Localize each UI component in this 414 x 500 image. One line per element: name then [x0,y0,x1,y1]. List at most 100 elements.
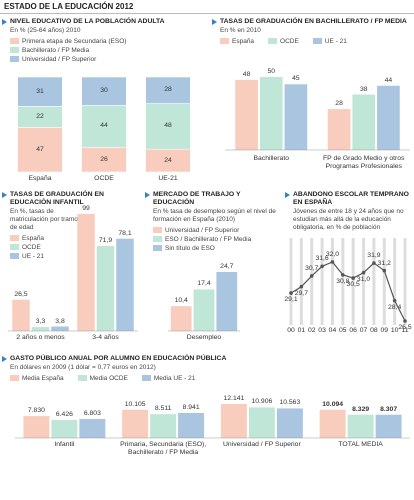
legend-label: OCDE [22,244,41,251]
value-label: 8.511 [154,405,172,413]
legend-label: España [232,38,255,45]
chart-title: GASTO PÚBLICO ANUAL POR ALUMNO EN EDUCAC… [2,355,412,363]
bar [377,85,400,150]
chart-panel: TASAS DE GRADUACIÓN EN EDUCACIÓN INFANTI… [0,188,140,344]
x-tick-label: 02 [307,327,316,334]
bar [276,408,303,438]
legend-label: OCDE [280,38,299,45]
bar [79,418,106,438]
point [289,291,293,295]
value-label: 28 [335,100,343,108]
value-label: 30,5 [346,281,360,289]
value-label: 10.563 [279,399,301,407]
chart-panel: GASTO PÚBLICO ANUAL POR ALUMNO EN EDUCAC… [0,352,414,500]
bar [31,327,50,331]
x-tick-label: 08 [370,327,378,334]
page-title: ESTADO DE LA EDUCACIÓN 2012 [4,2,134,11]
value-label: 12.141 [223,395,245,402]
chart-title: TASAS DE GRADUACIÓN EN EDUCACIÓN INFANTI… [2,191,138,207]
value-label: 26,5 [14,290,28,298]
point [361,270,366,275]
legend-swatch [220,38,229,44]
value-label: 31,2 [377,259,391,267]
point [309,274,314,278]
bar [284,84,308,150]
title-rule [0,13,414,14]
x-tick-label: 06 [349,327,357,334]
bar [51,326,69,331]
category-label: Primaria, Secundaria (ESO), Bachillerato… [120,441,207,456]
bar [235,79,258,150]
x-tick-label: 04 [328,327,337,334]
category-label: España [28,175,52,182]
bar [375,414,402,438]
value-label: 30,7 [305,264,319,272]
legend-item: Media España [10,374,64,383]
value-label: 47 [36,145,44,153]
bar [220,404,247,438]
plot [8,214,138,332]
x-tick-label: 10 [390,327,399,334]
legend-swatch [10,253,19,259]
value-label: 29,7 [294,289,308,297]
value-label: 7.830 [27,407,45,415]
legend-item: OCDE [10,243,82,252]
value-label: 31 [36,87,44,95]
value-label: 71,9 [98,237,113,245]
chart-title: NIVEL EDUCATIVO DE LA POBLACIÓN ADULTA [2,18,203,26]
point [299,284,304,289]
value-label: 26 [100,155,108,163]
bar [23,416,50,438]
bar [248,407,275,438]
point [372,261,376,265]
bar [347,414,374,438]
legend-label: ESO / Bachillerato / FP Media [165,236,252,243]
x-tick-label: 03 [318,327,326,334]
chart-title: MERCADO DE TRABAJO Y EDUCACIÓN [145,191,278,207]
x-tick-label: 09 [380,327,389,334]
legend-swatch [268,38,278,44]
legend-label: Universidad / FP Superior [165,227,240,234]
bar [327,109,351,150]
legend: España OCDE UE - 21 [220,37,414,46]
legend-swatch [141,375,151,381]
bar [150,414,177,438]
chart-title: TASAS DE GRADUACIÓN EN BACHILLERATO / FP… [212,18,412,26]
plot [289,238,407,325]
value-label: 44 [100,122,108,130]
legend: España OCDE UE - 21 [10,234,82,261]
bar [96,246,115,331]
value-label: 10,4 [174,297,188,305]
point [351,276,355,280]
point [382,268,387,273]
point [320,264,324,269]
value-label: 24,7 [220,263,234,270]
value-label: 31,9 [367,252,381,260]
bar [77,214,95,331]
value-label: 3,8 [55,317,65,325]
bar-segment [17,127,63,173]
legend-label: UE - 21 [324,38,347,45]
value-label: 10.094 [322,400,344,408]
value-label: 78,1 [118,229,132,237]
bar-segment [145,103,191,150]
legend-item: España [220,37,254,46]
legend-swatch [77,375,87,381]
plot [225,77,410,151]
x-tick-label: 01 [297,327,306,334]
legend-item: Universidad / FP Superior [10,55,205,64]
bar [319,409,346,438]
legend-swatch [10,244,19,250]
bar [122,409,149,438]
legend-label: Media UE - 21 [153,375,196,382]
legend-swatch [10,375,19,381]
value-label: 3,3 [35,318,46,326]
x-tick-label: 07 [359,327,368,334]
chart-subtitle: Jóvenes de entre 18 y 24 años que no est… [293,208,404,231]
value-label: 30,8 [336,277,350,285]
value-label: 48 [242,70,251,78]
category-label: 3-4 años [92,334,119,341]
chart-panel: NIVEL EDUCATIVO DE LA POBLACIÓN ADULTA En… [0,15,205,185]
value-label: 8.307 [380,405,398,413]
